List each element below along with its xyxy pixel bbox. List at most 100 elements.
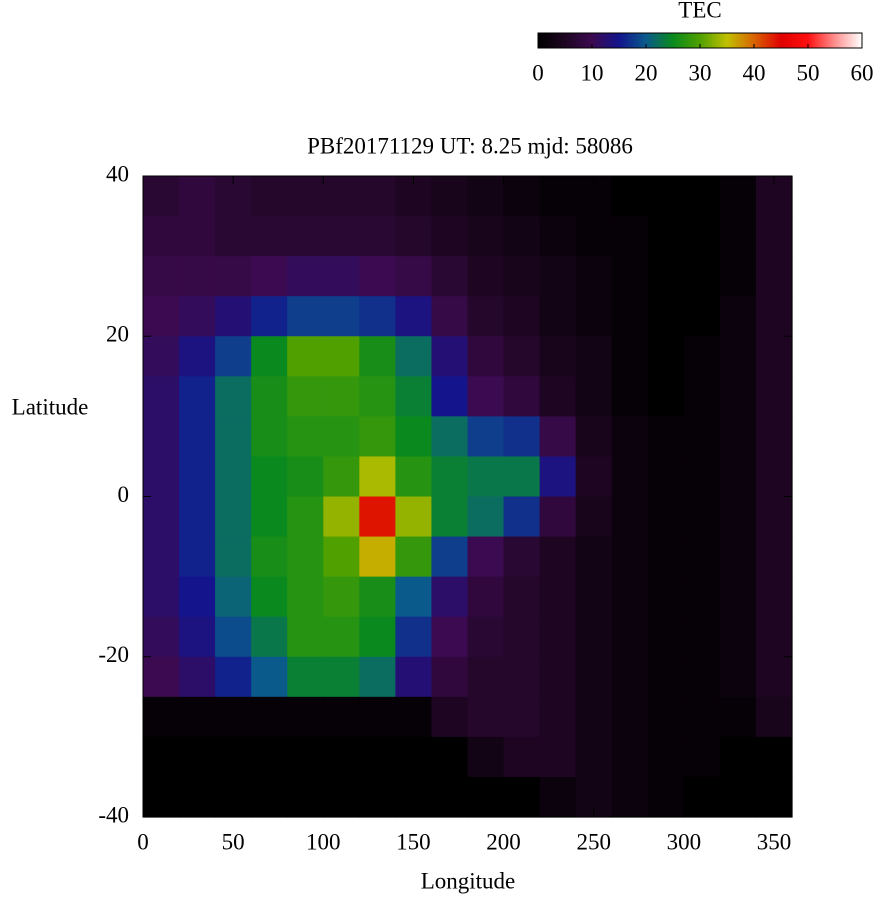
- colorbar-swatch: [722, 33, 725, 48]
- heatmap-cell: [719, 296, 757, 337]
- heatmap-cell: [647, 216, 685, 257]
- colorbar-swatch: [592, 33, 596, 48]
- colorbar-swatch: [544, 33, 547, 48]
- heatmap-cell: [143, 736, 180, 778]
- colorbar-swatch: [560, 33, 563, 48]
- heatmap-cell: [251, 216, 288, 257]
- colorbar-swatch: [653, 33, 657, 48]
- heatmap-cell: [395, 736, 433, 778]
- heatmap-cell: [539, 216, 577, 257]
- colorbar-swatch: [732, 33, 736, 48]
- colorbar-swatch: [627, 33, 630, 48]
- colorbar-swatch: [570, 33, 574, 48]
- heatmap-cell: [179, 576, 216, 618]
- heatmap-cell: [575, 416, 613, 458]
- heatmap-cell: [575, 216, 613, 257]
- heatmap-cell: [179, 776, 216, 818]
- heatmap-cell: [179, 376, 216, 417]
- heatmap-cell: [683, 776, 721, 818]
- heatmap-cell: [539, 176, 577, 217]
- heatmap-cell: [431, 456, 469, 498]
- heatmap-cell: [251, 296, 288, 337]
- heatmap-cell: [323, 616, 360, 658]
- heatmap-cell: [503, 416, 541, 458]
- heatmap-cell: [683, 496, 721, 538]
- chart-title: PBf20171129 UT: 8.25 mjd: 58086: [307, 133, 633, 158]
- colorbar-swatch: [687, 33, 691, 48]
- heatmap-cell: [755, 336, 793, 377]
- colorbar-swatch: [667, 33, 671, 48]
- colorbar-tick-label: 60: [851, 60, 874, 85]
- heatmap-cell: [287, 296, 324, 337]
- colorbar-swatch: [568, 33, 571, 48]
- colorbar-swatch: [855, 33, 859, 48]
- colorbar-swatch: [801, 33, 804, 48]
- heatmap-cell: [359, 776, 396, 818]
- heatmap-cell: [215, 376, 252, 417]
- heatmap-cell: [251, 456, 288, 498]
- heatmap-cell: [647, 536, 685, 578]
- heatmap-cell: [251, 416, 288, 458]
- heatmap-cell: [647, 656, 685, 698]
- heatmap-cell: [251, 656, 288, 698]
- heatmap-cell: [755, 496, 793, 538]
- colorbar-swatch: [643, 33, 646, 48]
- colorbar-swatch: [797, 33, 800, 48]
- heatmap-cell: [359, 696, 396, 738]
- heatmap-cell: [575, 496, 613, 538]
- heatmap-cell: [431, 256, 469, 297]
- heatmap-cell: [143, 336, 180, 377]
- heatmap-cell: [719, 536, 757, 578]
- heatmap-cell: [359, 576, 396, 618]
- heatmap-cell: [179, 216, 216, 257]
- heatmap-cell: [359, 296, 396, 337]
- heatmap-cell: [215, 256, 252, 297]
- colorbar-swatch: [633, 33, 636, 48]
- colorbar-tick-label: 40: [743, 60, 766, 85]
- heatmap-cell: [755, 736, 793, 778]
- heatmap-cell: [323, 696, 360, 738]
- heatmap-cell: [359, 496, 396, 538]
- heatmap-cell: [287, 576, 324, 618]
- heatmap-cell: [467, 256, 505, 297]
- heatmap-cell: [683, 696, 721, 738]
- colorbar-swatch: [590, 33, 594, 48]
- colorbar-swatch: [783, 33, 786, 48]
- heatmap-cell: [467, 376, 505, 417]
- colorbar-swatch: [809, 33, 812, 48]
- colorbar-swatch: [795, 33, 798, 48]
- colorbar-swatch: [639, 33, 642, 48]
- heatmap-cell: [215, 296, 252, 337]
- colorbar-swatch: [685, 33, 689, 48]
- heatmap-cell: [359, 536, 396, 578]
- colorbar-swatch: [811, 33, 814, 48]
- heatmap-cell: [395, 536, 433, 578]
- heatmap-cell: [287, 176, 324, 217]
- colorbar-swatch: [859, 33, 863, 48]
- heatmap-cell: [539, 536, 577, 578]
- heatmap-cell: [575, 696, 613, 738]
- heatmap-cell: [575, 336, 613, 377]
- heatmap-cell: [323, 496, 360, 538]
- heatmap-cell: [683, 296, 721, 337]
- heatmap-cell: [575, 376, 613, 417]
- colorbar-swatch: [770, 33, 774, 48]
- heatmap-cell: [683, 336, 721, 377]
- heatmap-cell: [431, 656, 469, 698]
- heatmap-cell: [251, 536, 288, 578]
- colorbar-swatch: [614, 33, 618, 48]
- colorbar-swatch: [602, 33, 606, 48]
- colorbar-swatch: [540, 33, 543, 48]
- colorbar-swatch: [598, 33, 602, 48]
- colorbar-swatch: [673, 33, 677, 48]
- heatmap-cell: [323, 176, 360, 217]
- colorbar-swatch: [833, 33, 837, 48]
- colorbar-swatch: [748, 33, 752, 48]
- y-tick-label: 20: [106, 322, 129, 347]
- colorbar-swatch: [726, 33, 729, 48]
- heatmap-cell: [215, 456, 252, 498]
- heatmap-cell: [719, 736, 757, 778]
- colorbar-swatch: [542, 33, 545, 48]
- heatmap-cell: [647, 736, 685, 778]
- colorbar-swatch: [827, 33, 831, 48]
